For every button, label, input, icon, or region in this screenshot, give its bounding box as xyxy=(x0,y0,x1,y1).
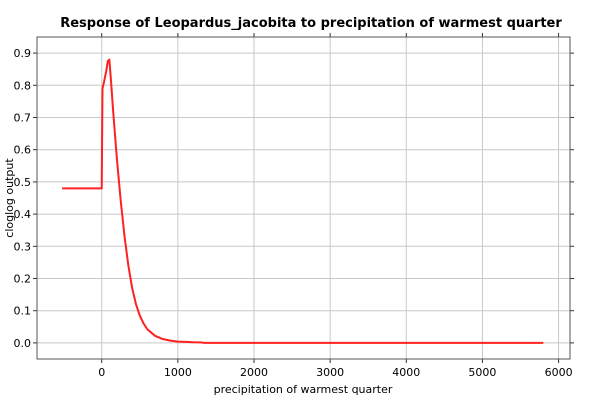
y-tick-label: 0.6 xyxy=(14,144,32,157)
x-tick-label: 1000 xyxy=(164,366,192,379)
plot-frame xyxy=(36,36,571,360)
plot-area xyxy=(62,58,544,344)
y-tick-label: 0.9 xyxy=(14,47,32,60)
x-tick-label: 5000 xyxy=(468,366,496,379)
y-axis-label: cloglog output xyxy=(3,158,16,238)
x-tick-label: 0 xyxy=(98,366,105,379)
y-tick-label: 0.4 xyxy=(14,208,32,221)
y-tick-label: 0.0 xyxy=(14,337,32,350)
chart-title: Response of Leopardus_jacobita to precip… xyxy=(60,16,562,31)
x-axis-label: precipitation of warmest quarter xyxy=(214,383,393,396)
y-tick-label: 0.5 xyxy=(14,176,32,189)
y-tick-label: 0.3 xyxy=(14,240,32,253)
y-tick-label: 0.1 xyxy=(14,305,32,318)
x-tick-label: 2000 xyxy=(240,366,268,379)
x-tick-label: 6000 xyxy=(545,366,573,379)
x-tick-label: 4000 xyxy=(392,366,420,379)
grid xyxy=(37,37,570,359)
response-curve-line xyxy=(62,58,544,344)
y-tick-label: 0.2 xyxy=(14,273,32,286)
y-tick-label: 0.7 xyxy=(14,112,32,125)
x-tick-label: 3000 xyxy=(316,366,344,379)
axis-ticks: 0 1000 2000 3000 4000 5000 6000 0.0 0.1 0.2 0.3 0.4… xyxy=(14,33,574,379)
y-tick-label: 0.8 xyxy=(14,79,32,92)
